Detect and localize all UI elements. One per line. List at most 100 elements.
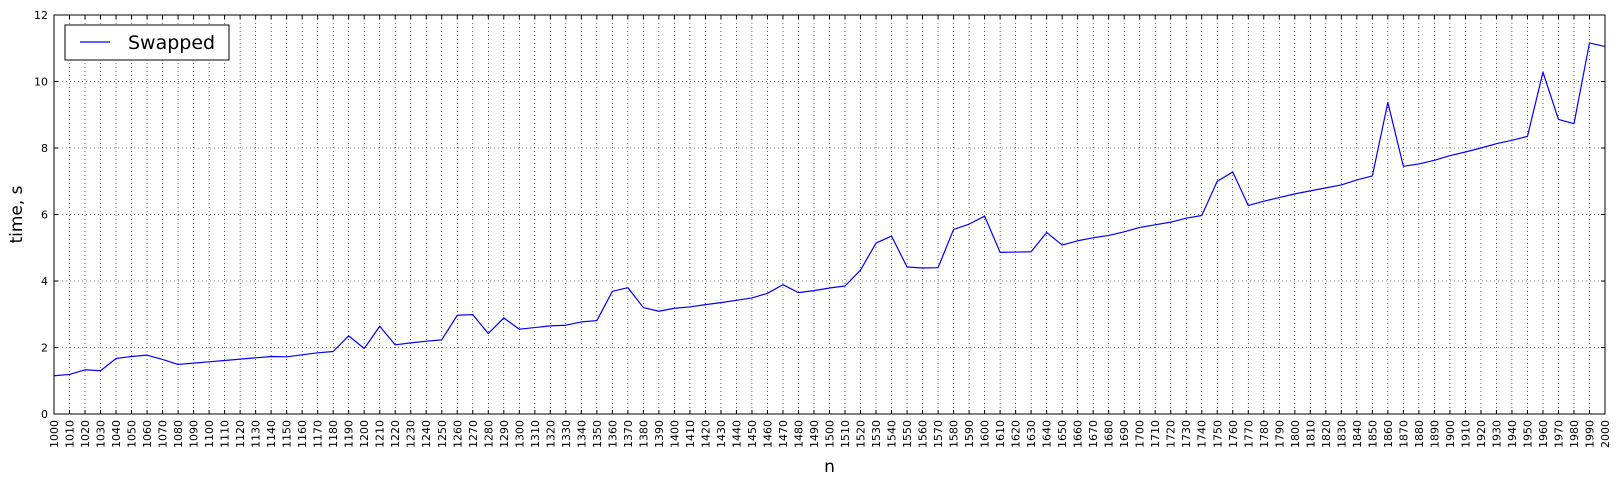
x-tick-label: 1500: [824, 420, 837, 448]
x-tick-label: 1460: [761, 420, 774, 448]
x-tick-label: 1890: [1428, 420, 1441, 448]
x-tick-label: 1580: [948, 420, 961, 448]
x-tick-label: 1240: [420, 420, 433, 448]
x-tick-label: 1210: [374, 420, 387, 448]
x-tick-label: 1470: [777, 420, 790, 448]
x-tick-label: 1220: [389, 420, 402, 448]
x-tick-label: 1640: [1041, 420, 1054, 448]
x-tick-label: 1770: [1242, 420, 1255, 448]
x-tick-label: 1130: [250, 420, 263, 448]
y-tick-label: 0: [41, 408, 48, 421]
x-tick-label: 1940: [1506, 420, 1519, 448]
x-tick-label: 1060: [141, 420, 154, 448]
x-tick-label: 1000: [48, 420, 61, 448]
x-tick-label: 1740: [1196, 420, 1209, 448]
x-tick-label: 1750: [1211, 420, 1224, 448]
x-tick-label: 1010: [64, 420, 77, 448]
x-tick-label: 1790: [1273, 420, 1286, 448]
x-tick-label: 1230: [405, 420, 418, 448]
x-tick-label: 1150: [281, 420, 294, 448]
x-tick-label: 1410: [684, 420, 697, 448]
x-tick-label: 1260: [451, 420, 464, 448]
x-tick-label: 1690: [1118, 420, 1131, 448]
x-tick-label: 1370: [622, 420, 635, 448]
y-tick-label: 12: [34, 9, 48, 22]
x-tick-label: 1720: [1165, 420, 1178, 448]
x-tick-label: 1660: [1072, 420, 1085, 448]
tick-layer: [53, 14, 1606, 415]
x-tick-label: 1050: [126, 420, 139, 448]
x-tick-label: 1080: [172, 420, 185, 448]
y-tick-label: 6: [41, 209, 48, 222]
x-tick-label: 1520: [855, 420, 868, 448]
x-tick-label: 1490: [808, 420, 821, 448]
x-tick-label: 1920: [1475, 420, 1488, 448]
x-tick-label: 1710: [1149, 420, 1162, 448]
grid-layer: [53, 15, 1606, 414]
x-tick-label: 1880: [1413, 420, 1426, 448]
x-tick-label: 1990: [1583, 420, 1596, 448]
x-tick-label: 1980: [1568, 420, 1581, 448]
series-line-swapped: [53, 42, 1606, 377]
legend-label-swapped: Swapped: [128, 32, 215, 54]
y-tick-label: 8: [41, 142, 48, 155]
x-tick-label: 1510: [839, 420, 852, 448]
x-tick-label: 1530: [870, 420, 883, 448]
x-tick-label: 1140: [265, 420, 278, 448]
x-tick-label: 1160: [296, 420, 309, 448]
y-tick-label: 4: [41, 275, 48, 288]
x-tick-label: 1450: [746, 420, 759, 448]
x-tick-label: 1120: [234, 420, 247, 448]
x-tick-label: 1540: [886, 420, 899, 448]
x-tick-label: 1820: [1320, 420, 1333, 448]
x-tick-label: 1850: [1366, 420, 1379, 448]
x-tick-label: 1320: [544, 420, 557, 448]
x-tick-label: 1570: [932, 420, 945, 448]
x-tick-label: 1340: [575, 420, 588, 448]
legend: Swapped: [64, 24, 230, 61]
x-tick-label: 1650: [1056, 420, 1069, 448]
x-tick-label: 1900: [1444, 420, 1457, 448]
x-tick-label: 1250: [436, 420, 449, 448]
y-axis-label: time, s: [7, 185, 27, 243]
x-tick-label: 1480: [792, 420, 805, 448]
x-tick-label: 2000: [1599, 420, 1612, 448]
x-tick-label: 1380: [637, 420, 650, 448]
x-tick-label: 1970: [1552, 420, 1565, 448]
x-tick-label: 1600: [979, 420, 992, 448]
x-axis-label: n: [824, 457, 835, 477]
x-tick-label: 1550: [901, 420, 914, 448]
x-tick-label: 1020: [79, 420, 92, 448]
x-tick-label: 1200: [358, 420, 371, 448]
x-tick-label: 1960: [1537, 420, 1550, 448]
x-tick-label: 1670: [1087, 420, 1100, 448]
x-tick-label: 1610: [994, 420, 1007, 448]
x-tick-label: 1420: [699, 420, 712, 448]
x-tick-label: 1070: [157, 420, 170, 448]
x-tick-label: 1620: [1010, 420, 1023, 448]
x-tick-label: 1440: [730, 420, 743, 448]
x-tick-label: 1090: [188, 420, 201, 448]
x-tick-label: 1830: [1335, 420, 1348, 448]
x-tick-label: 1270: [467, 420, 480, 448]
x-tick-label: 1390: [653, 420, 666, 448]
x-tick-label: 1700: [1134, 420, 1147, 448]
x-tick-label: 1810: [1304, 420, 1317, 448]
x-tick-label: 1030: [95, 420, 108, 448]
x-tick-label: 1430: [715, 420, 728, 448]
x-tick-label: 1860: [1382, 420, 1395, 448]
x-tick-label: 1310: [529, 420, 542, 448]
x-tick-label: 1190: [343, 420, 356, 448]
x-tick-label: 1180: [327, 420, 340, 448]
x-tick-label: 1040: [110, 420, 123, 448]
x-tick-label: 1780: [1258, 420, 1271, 448]
x-tick-label: 1840: [1351, 420, 1364, 448]
x-tick-label: 1290: [498, 420, 511, 448]
y-tick-label: 10: [34, 76, 48, 89]
x-tick-label: 1360: [606, 420, 619, 448]
x-tick-label: 1170: [312, 420, 325, 448]
x-tick-label: 1870: [1397, 420, 1410, 448]
y-tick-label: 2: [41, 342, 48, 355]
